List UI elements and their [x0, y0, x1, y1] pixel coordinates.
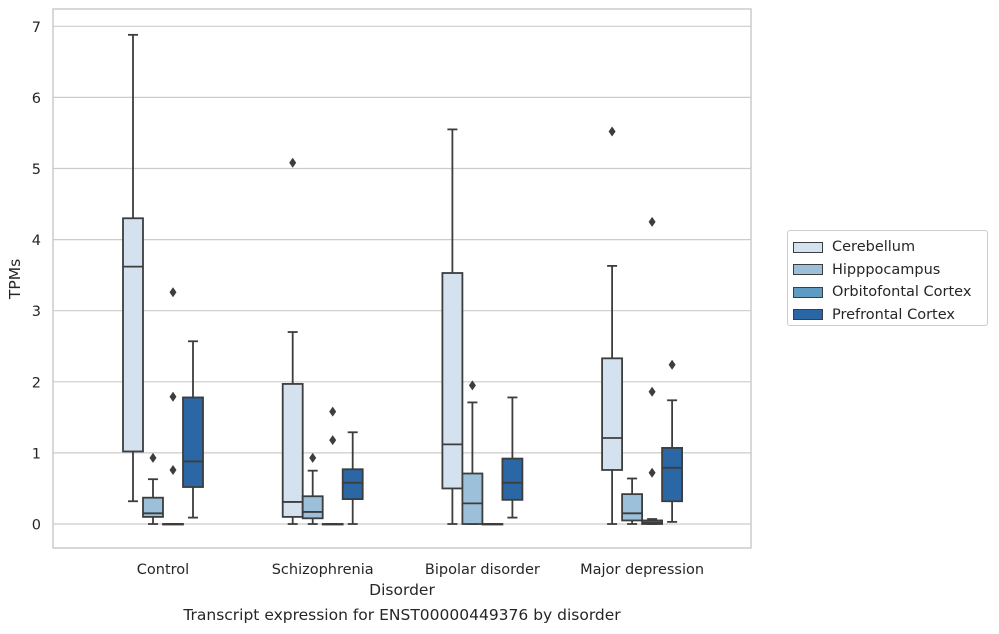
box-iqr: [601, 357, 623, 471]
outlier-point: [329, 406, 337, 417]
box-orbitofontal-cortex: [641, 216, 663, 525]
y-tick-label: 3: [32, 304, 41, 320]
outlier-point: [169, 391, 177, 402]
outlier-point: [289, 157, 297, 168]
y-tick-label: 0: [32, 518, 41, 534]
legend-swatch: [793, 264, 823, 276]
boxes: [122, 33, 683, 526]
box-orbitofontal-cortex: [162, 287, 184, 526]
box-hipppocampus: [621, 477, 643, 525]
plot-frame: [52, 8, 752, 549]
outlier-point: [169, 287, 177, 298]
box-iqr: [182, 396, 204, 488]
outlier-point: [648, 386, 656, 397]
legend-label: Prefrontal Cortex: [832, 306, 955, 323]
box-cerebellum: [281, 157, 304, 525]
box-iqr: [621, 493, 643, 522]
legend-label: Hipppocampus: [832, 261, 941, 278]
x-tick-label: Major depression: [580, 562, 704, 578]
x-axis-label: Disorder: [369, 581, 435, 599]
legend-item: Orbitofontal Cortex: [793, 281, 987, 304]
box-prefrontal-cortex: [341, 431, 364, 525]
x-tick-label: Schizophrenia: [272, 562, 374, 578]
legend-item: Prefrontal Cortex: [793, 304, 987, 327]
box-cerebellum: [122, 33, 144, 503]
outlier-point: [648, 216, 656, 227]
y-axis-label: TPMs: [6, 259, 24, 300]
box-orbitofontal-cortex: [481, 523, 504, 526]
box-iqr: [661, 447, 683, 503]
outlier-point: [329, 435, 337, 446]
y-tick-label: 7: [32, 20, 41, 36]
box-hipppocampus: [301, 452, 324, 525]
box-hipppocampus: [142, 452, 164, 525]
outlier-point: [668, 359, 676, 370]
outlier-point: [309, 452, 317, 463]
y-tick-label: 2: [32, 375, 41, 391]
legend-label: Cerebellum: [832, 239, 916, 256]
legend-swatch: [793, 286, 823, 298]
legend: Cerebellum Hipppocampus Orbitofontal Corte…: [787, 230, 988, 326]
box-prefrontal-cortex: [501, 396, 524, 519]
box-iqr: [301, 495, 324, 520]
outlier-point: [169, 464, 177, 475]
outlier-point: [149, 452, 157, 463]
box-iqr: [142, 496, 164, 518]
y-tick-label: 1: [32, 446, 41, 462]
legend-label: Orbitofontal Cortex: [832, 284, 972, 301]
box-iqr: [501, 457, 524, 501]
legend-item: Hipppocampus: [793, 259, 987, 282]
box-iqr: [441, 272, 464, 490]
x-tick-label: Bipolar disorder: [425, 562, 540, 578]
box-cerebellum: [441, 128, 464, 525]
box-prefrontal-cortex: [661, 359, 683, 523]
axis-ticks: 0 1 2 3 4 5 6 7 Control Schizophrenia Bipolar diso…: [32, 20, 704, 578]
y-tick-label: 4: [32, 233, 41, 249]
box-iqr: [122, 217, 144, 453]
legend-item: Cerebellum: [793, 236, 987, 259]
box-hipppocampus: [461, 380, 484, 525]
y-tick-label: 5: [32, 162, 41, 178]
box-iqr: [281, 383, 304, 518]
legend-swatch: [793, 309, 823, 321]
outlier-point: [468, 380, 476, 391]
box-prefrontal-cortex: [182, 340, 204, 519]
legend-swatch: [793, 241, 823, 253]
box-iqr: [341, 468, 364, 501]
box-cerebellum: [601, 126, 623, 525]
gridlines: [53, 25, 751, 525]
box-orbitofontal-cortex: [321, 406, 344, 526]
y-tick-label: 6: [32, 91, 41, 107]
x-tick-label: Control: [137, 562, 189, 578]
figure-caption: Transcript expression for ENST0000044937…: [183, 606, 621, 624]
outlier-point: [608, 126, 616, 137]
outlier-point: [648, 467, 656, 478]
box-iqr: [461, 472, 484, 525]
